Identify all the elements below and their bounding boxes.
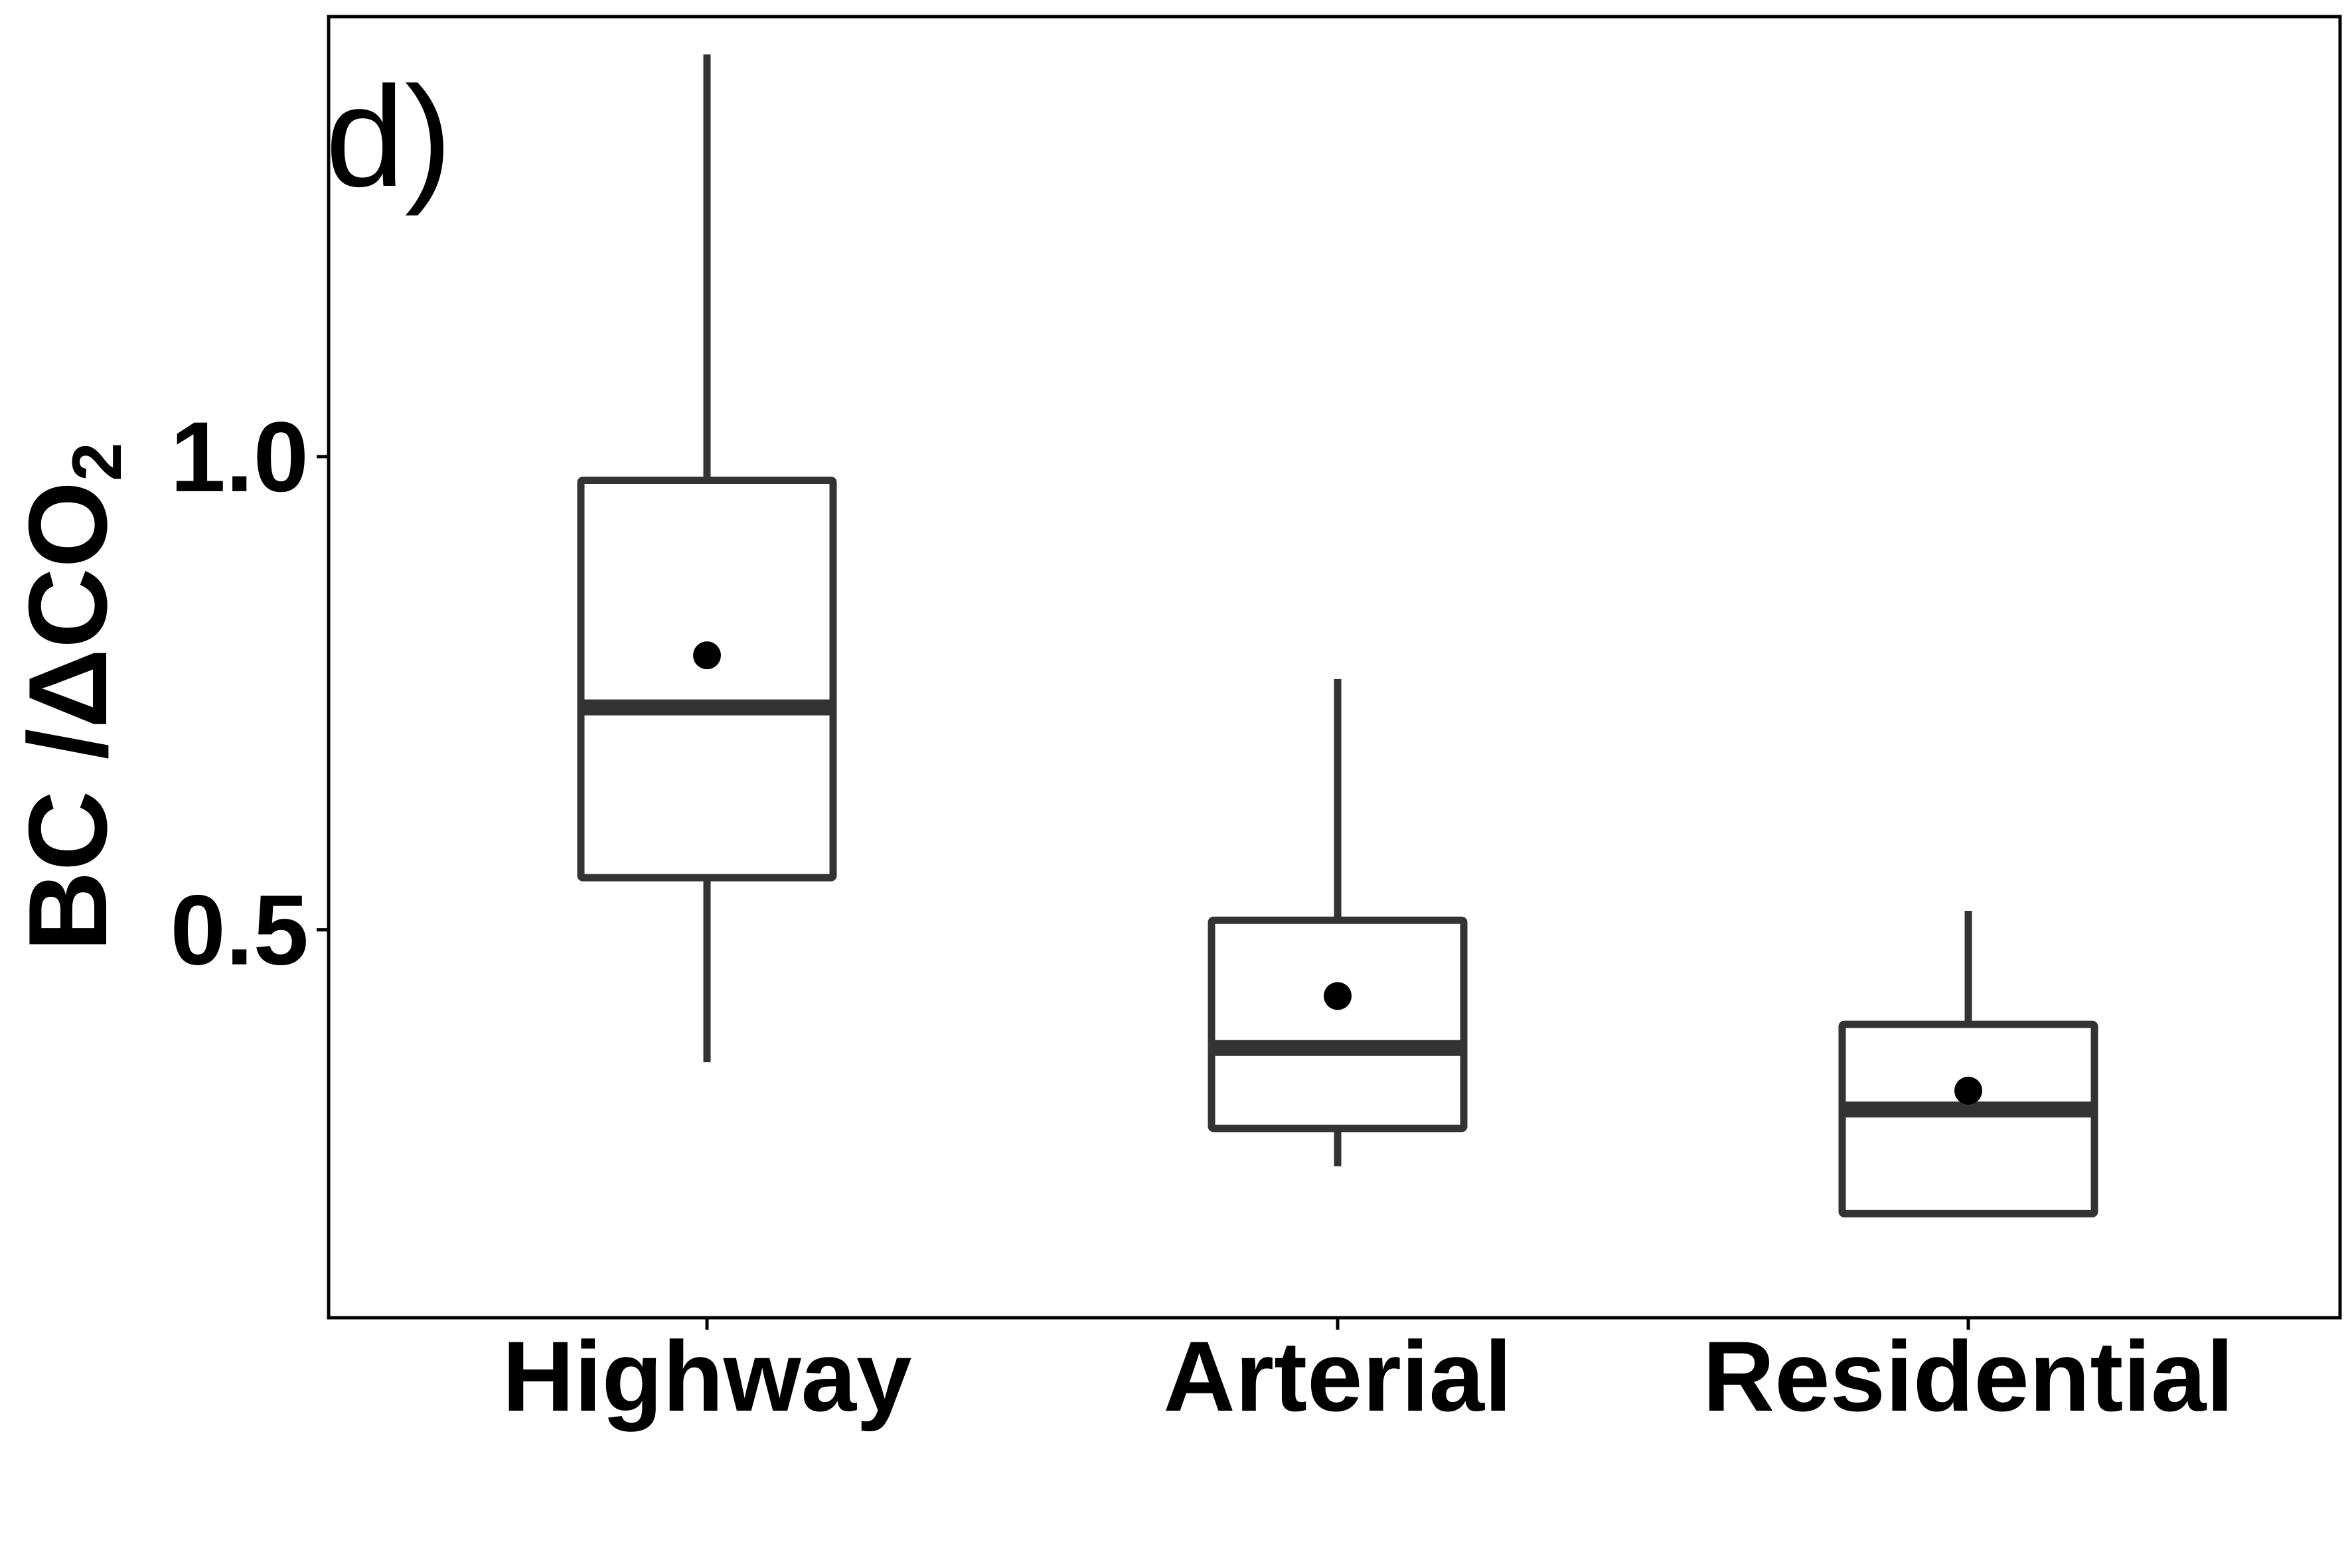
- x-tick-label: Highway: [503, 1320, 912, 1432]
- y-axis-label: BC /ΔCO2: [5, 442, 136, 951]
- iqr-box: [1208, 916, 1468, 1133]
- y-tick-label: 1.0: [170, 401, 309, 512]
- mean-point: [693, 641, 721, 670]
- iqr-box: [577, 476, 837, 882]
- box-arterial: [1208, 678, 1468, 1166]
- mean-point: [1324, 982, 1352, 1010]
- svg-text:BC /ΔCO2: BC /ΔCO2: [5, 442, 136, 951]
- y-axis-ticks: 0.5 1.0: [170, 401, 329, 986]
- box-highway: [577, 54, 837, 1063]
- x-axis-ticks: Highway Arterial Residential: [503, 1318, 2234, 1432]
- y-tick-label: 0.5: [170, 874, 309, 986]
- box-residential: [1838, 911, 2098, 1217]
- iqr-box: [1838, 1020, 2098, 1217]
- y-axis-label-subscript: 2: [58, 442, 136, 481]
- panel-label: d): [325, 56, 452, 216]
- x-tick-label: Residential: [1703, 1320, 2234, 1432]
- y-axis-label-main: BC /ΔCO: [5, 481, 130, 952]
- x-tick-label: Arterial: [1163, 1320, 1512, 1432]
- box-series: [577, 54, 2098, 1217]
- mean-point: [1954, 1076, 1982, 1105]
